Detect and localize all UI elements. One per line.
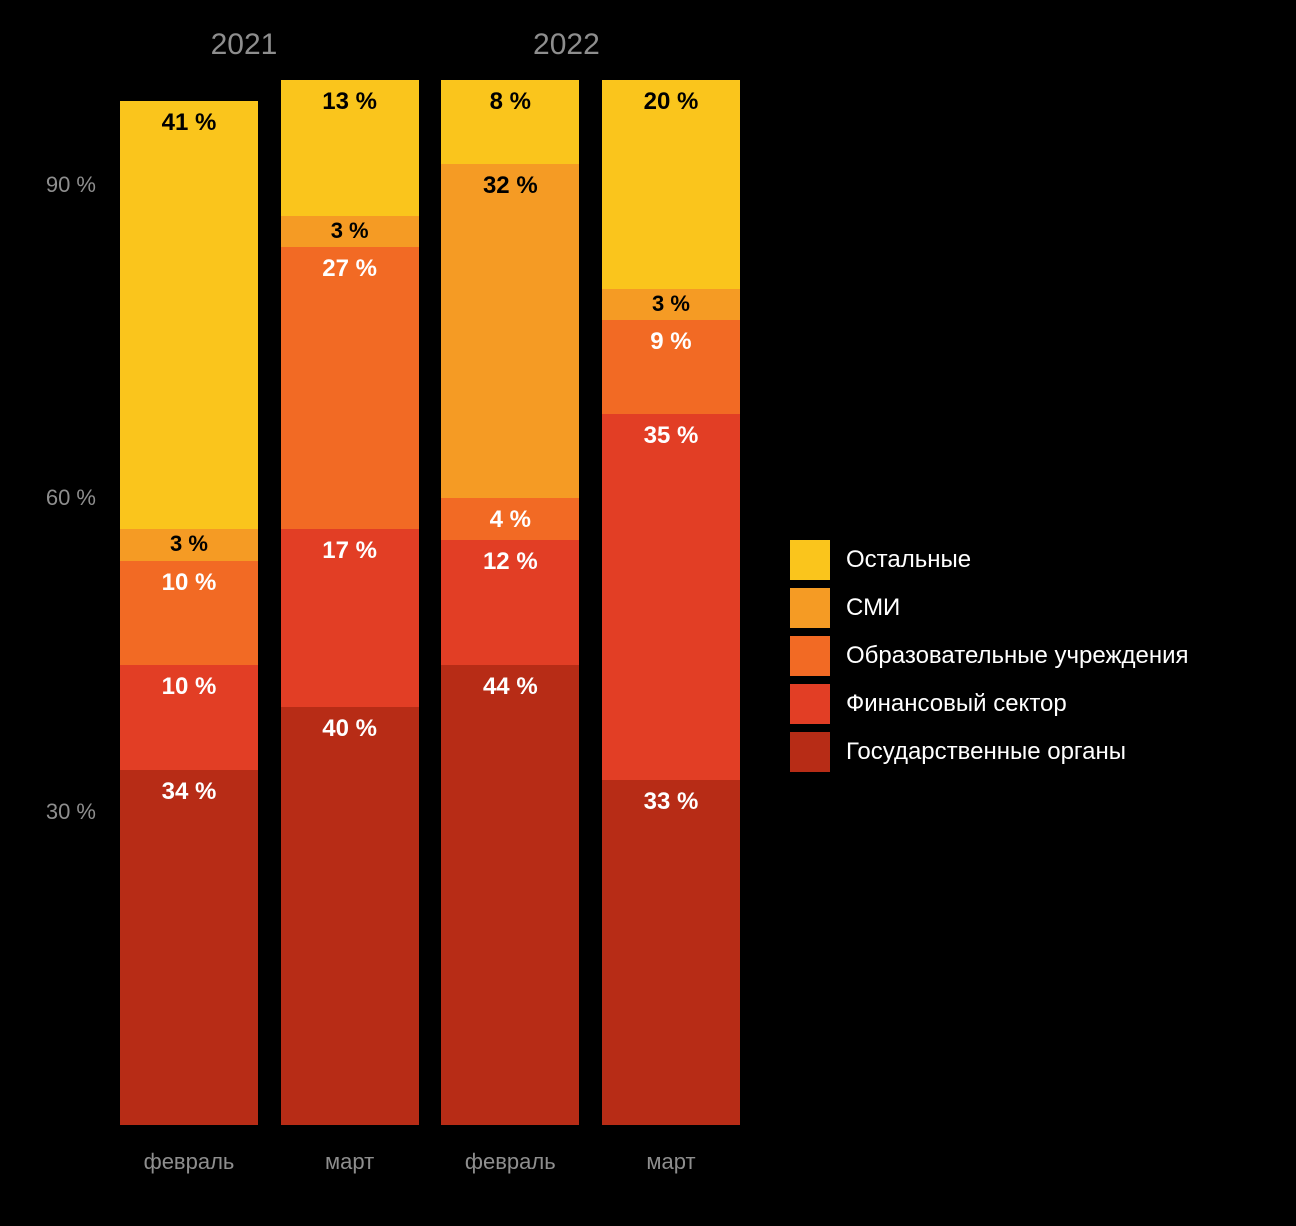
legend-swatch xyxy=(790,684,830,724)
bar-segment-other: 8 % xyxy=(441,80,579,164)
x-axis-label: март xyxy=(602,1125,740,1175)
legend-item-other: Остальные xyxy=(790,540,1189,580)
bar-segment-edu: 27 % xyxy=(281,247,419,529)
legend-swatch xyxy=(790,540,830,580)
group-label: 2021 xyxy=(211,28,278,62)
legend-item-gov: Государственные органы xyxy=(790,732,1189,772)
y-axis-label: 60 % xyxy=(46,485,120,511)
bar-segment-media: 32 % xyxy=(441,164,579,498)
bar-segment-gov: 34 % xyxy=(120,770,258,1125)
bar-column: 44 %12 %4 %32 %8 %февраль xyxy=(441,80,579,1125)
bar-stack: 34 % 10 % 10 % 3 % 41 % xyxy=(120,101,258,1125)
x-axis-label: март xyxy=(281,1125,419,1175)
bar-segment-gov: 40 % xyxy=(281,707,419,1125)
segment-label: 10 % xyxy=(120,569,258,597)
segment-label: 3 % xyxy=(602,291,740,316)
bar-segment-other: 41 % xyxy=(120,101,258,529)
legend-label: Образовательные учреждения xyxy=(846,642,1189,670)
bar-segment-other: 20 % xyxy=(602,80,740,289)
x-axis-label: февраль xyxy=(441,1125,579,1175)
bar-segment-fin: 17 % xyxy=(281,529,419,707)
segment-label: 3 % xyxy=(281,218,419,243)
legend-swatch xyxy=(790,732,830,772)
legend-item-fin: Финансовый сектор xyxy=(790,684,1189,724)
legend-swatch xyxy=(790,588,830,628)
bar-stack: 44 % 12 % 4 % 32 % 8 % xyxy=(441,80,579,1125)
bar-segment-edu: 4 % xyxy=(441,498,579,540)
legend-item-media: СМИ xyxy=(790,588,1189,628)
segment-label: 4 % xyxy=(441,506,579,534)
bar-column: 40 %17 %27 %3 %13 %март xyxy=(281,80,419,1125)
bar-segment-fin: 12 % xyxy=(441,540,579,665)
segment-label: 20 % xyxy=(602,88,740,116)
bar-stack: 40 % 17 % 27 % 3 % 13 % xyxy=(281,80,419,1125)
legend-item-edu: Образовательные учреждения xyxy=(790,636,1189,676)
segment-label: 44 % xyxy=(441,673,579,701)
bar-segment-edu: 10 % xyxy=(120,561,258,666)
bar-segment-fin: 10 % xyxy=(120,665,258,770)
bar-segment-media: 3 % xyxy=(281,216,419,247)
legend-label: Остальные xyxy=(846,546,971,574)
segment-label: 10 % xyxy=(120,673,258,701)
segment-label: 41 % xyxy=(120,109,258,137)
legend: Остальные СМИ Образовательные учреждения Фи… xyxy=(790,540,1189,772)
bar-segment-gov: 33 % xyxy=(602,780,740,1125)
legend-label: Финансовый сектор xyxy=(846,690,1067,718)
bar-stack: 33 % 35 % 9 % 3 % 20 % xyxy=(602,80,740,1125)
bar-segment-fin: 35 % xyxy=(602,414,740,780)
legend-swatch xyxy=(790,636,830,676)
bar-segment-other: 13 % xyxy=(281,80,419,216)
segment-label: 33 % xyxy=(602,788,740,816)
segment-label: 17 % xyxy=(281,537,419,565)
segment-label: 8 % xyxy=(441,88,579,116)
segment-label: 13 % xyxy=(281,88,419,116)
segment-label: 9 % xyxy=(602,328,740,356)
bar-column: 33 %35 %9 %3 %20 %март xyxy=(602,80,740,1125)
segment-label: 34 % xyxy=(120,778,258,806)
bar-column: 34 %10 %10 %3 %41 %февраль xyxy=(120,80,258,1125)
bar-segment-gov: 44 % xyxy=(441,665,579,1125)
stacked-bar-chart: 2021 2022 30 % 60 % 90 % 34 % 10 % 10 % 3 % 41 … xyxy=(0,0,1296,1226)
y-axis-label: 30 % xyxy=(46,799,120,825)
bar-segment-edu: 9 % xyxy=(602,320,740,414)
bars-row: 34 %10 %10 %3 %41 %февраль40 %17 %27 %3 … xyxy=(120,80,740,1125)
y-axis-label: 90 % xyxy=(46,172,120,198)
x-axis-label: февраль xyxy=(120,1125,258,1175)
bar-segment-media: 3 % xyxy=(120,529,258,560)
legend-label: СМИ xyxy=(846,594,900,622)
segment-label: 32 % xyxy=(441,172,579,200)
segment-label: 40 % xyxy=(281,715,419,743)
bar-segment-media: 3 % xyxy=(602,289,740,320)
legend-label: Государственные органы xyxy=(846,738,1126,766)
group-label: 2022 xyxy=(533,28,600,62)
segment-label: 12 % xyxy=(441,548,579,576)
segment-label: 35 % xyxy=(602,422,740,450)
plot-area: 20212022 30 %60 %90 % 34 %10 %10 %3 %41 … xyxy=(120,80,740,1125)
segment-label: 3 % xyxy=(120,531,258,556)
segment-label: 27 % xyxy=(281,255,419,283)
